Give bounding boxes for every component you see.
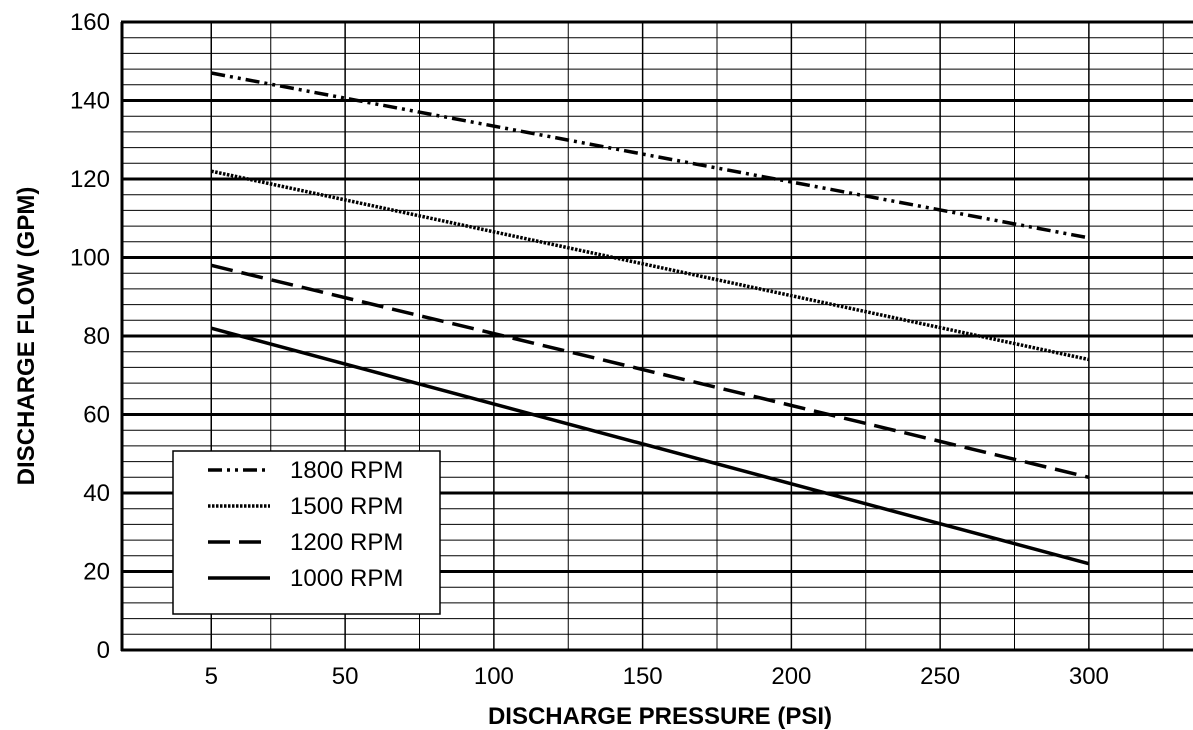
legend-label: 1800 RPM	[290, 457, 403, 484]
axes	[120, 20, 1193, 652]
x-tick-label: 150	[623, 663, 663, 690]
y-tick-label: 160	[70, 9, 110, 36]
x-tick-label: 50	[332, 663, 359, 690]
series-line	[210, 263, 1090, 480]
y-tick-label: 100	[70, 245, 110, 272]
x-tick-label: 5	[205, 663, 218, 690]
x-tick-label: 100	[474, 663, 514, 690]
legend: 1800 RPM 1500 RPM 1200 RPM 1000 RPM	[172, 450, 441, 615]
y-tick-label: 140	[70, 88, 110, 115]
legend-box	[172, 450, 441, 615]
y-tick-label: 80	[83, 323, 110, 350]
legend-label: 1500 RPM	[290, 493, 403, 520]
series-line	[210, 326, 1090, 566]
y-tick-label: 20	[83, 559, 110, 586]
x-tick-label: 250	[920, 663, 960, 690]
series-line	[210, 169, 1090, 362]
series-line	[210, 71, 1090, 240]
tick-labels: 0 20 40 60 80 100 120 140 160 5 50 100 150 200 250 300	[70, 9, 1109, 690]
y-tick-label: 0	[97, 637, 110, 664]
y-tick-label: 60	[83, 402, 110, 429]
y-axis-title: DISCHARGE FLOW (GPM)	[13, 187, 40, 486]
series-lines	[210, 71, 1090, 566]
x-axis-title: DISCHARGE PRESSURE (PSI)	[488, 703, 832, 730]
legend-label: 1200 RPM	[290, 529, 403, 556]
x-tick-label: 300	[1069, 663, 1109, 690]
x-tick-label: 200	[771, 663, 811, 690]
y-tick-label: 40	[83, 480, 110, 507]
y-tick-label: 120	[70, 166, 110, 193]
legend-label: 1000 RPM	[290, 565, 403, 592]
